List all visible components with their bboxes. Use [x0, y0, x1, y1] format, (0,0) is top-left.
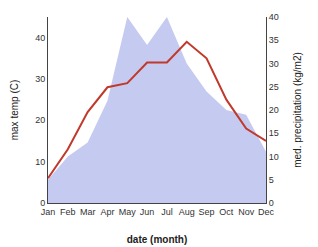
svg-text:Jan: Jan	[41, 207, 56, 217]
svg-text:0: 0	[269, 198, 274, 208]
svg-text:40: 40	[269, 12, 279, 22]
svg-text:10: 10	[269, 152, 279, 162]
svg-text:Sep: Sep	[199, 207, 215, 217]
svg-text:10: 10	[35, 157, 45, 167]
svg-text:Jun: Jun	[140, 207, 155, 217]
svg-text:Apr: Apr	[100, 207, 114, 217]
svg-text:Dec: Dec	[258, 207, 275, 217]
svg-text:15: 15	[269, 128, 279, 138]
svg-text:0: 0	[40, 198, 45, 208]
svg-text:20: 20	[269, 105, 279, 115]
svg-text:Jul: Jul	[161, 207, 173, 217]
svg-text:Feb: Feb	[60, 207, 76, 217]
svg-text:25: 25	[269, 82, 279, 92]
svg-text:20: 20	[35, 115, 45, 125]
svg-text:30: 30	[269, 59, 279, 69]
svg-text:Mar: Mar	[80, 207, 96, 217]
svg-text:May: May	[119, 207, 137, 217]
svg-text:35: 35	[269, 35, 279, 45]
svg-text:30: 30	[35, 74, 45, 84]
svg-text:Oct: Oct	[219, 207, 234, 217]
svg-text:max temp (C): max temp (C)	[9, 80, 20, 141]
svg-text:Aug: Aug	[179, 207, 195, 217]
svg-text:date (month): date (month)	[127, 234, 188, 245]
svg-text:med. precipitation (kg/m2): med. precipitation (kg/m2)	[292, 52, 303, 168]
svg-text:5: 5	[269, 175, 274, 185]
svg-text:Nov: Nov	[238, 207, 255, 217]
svg-text:40: 40	[35, 33, 45, 43]
